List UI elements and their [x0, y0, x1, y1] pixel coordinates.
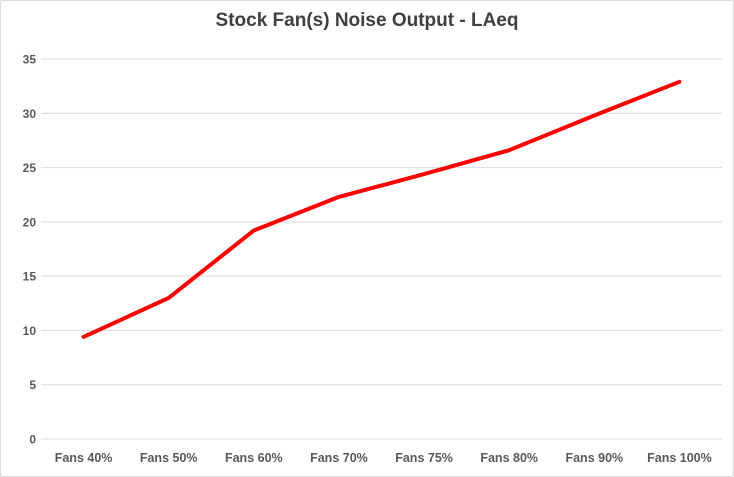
y-axis-tick-label: 0: [29, 433, 36, 447]
x-axis-tick-label: Fans 80%: [480, 451, 538, 465]
y-axis-tick-label: 25: [23, 161, 37, 175]
y-axis-tick-label: 30: [23, 107, 37, 121]
x-axis-tick-label: Fans 70%: [310, 451, 368, 465]
x-axis-tick-label: Fans 40%: [55, 451, 113, 465]
y-axis-tick-label: 20: [23, 215, 37, 229]
y-axis-tick-label: 15: [23, 270, 37, 284]
y-axis-tick-label: 5: [29, 378, 36, 392]
series-line-laeq: [81, 79, 682, 339]
chart-title: Stock Fan(s) Noise Output - LAeq: [215, 10, 519, 31]
y-axis-tick-label: 35: [23, 53, 37, 67]
x-axis-tick-label: Fans 60%: [225, 451, 283, 465]
x-axis-tick-label: Fans 90%: [565, 451, 623, 465]
x-axis-tick-label: Fans 100%: [647, 451, 712, 465]
y-axis-tick-label: 10: [23, 324, 37, 338]
x-axis-tick-label: Fans 75%: [395, 451, 453, 465]
x-axis-tick-label: Fans 50%: [140, 451, 198, 465]
